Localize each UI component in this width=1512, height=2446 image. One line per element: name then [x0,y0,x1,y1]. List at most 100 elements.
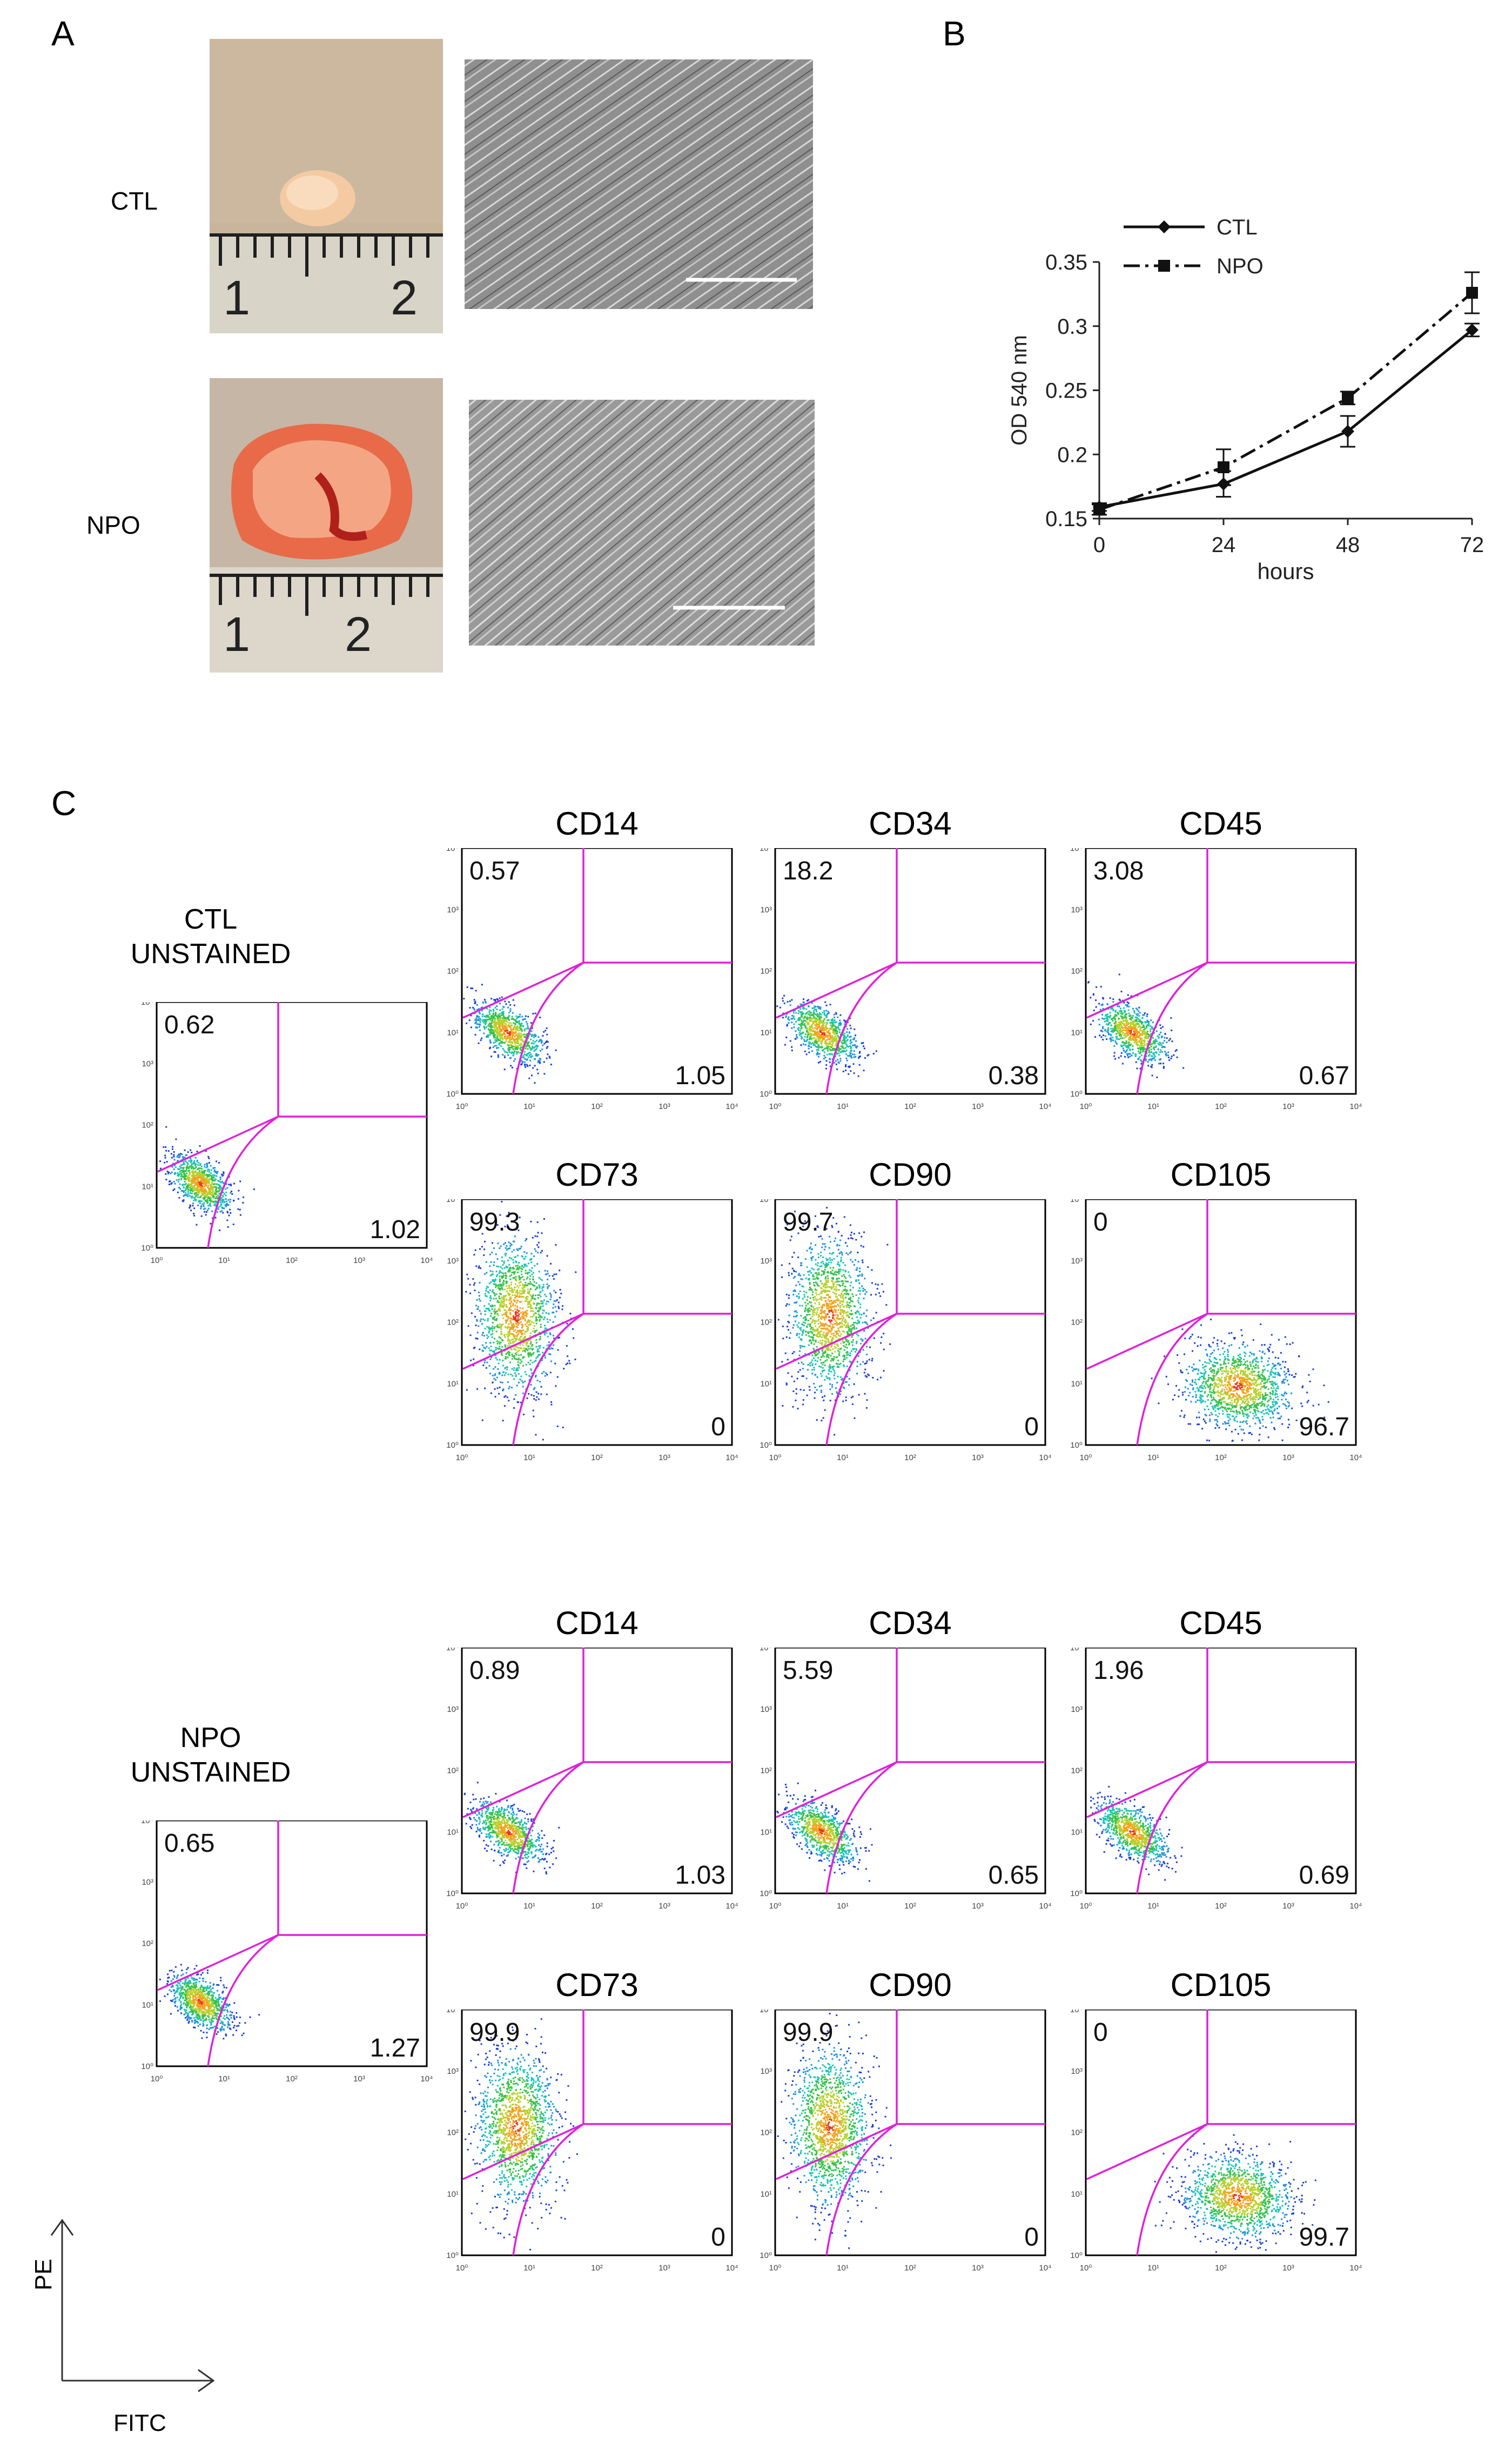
event-dot [817,1027,819,1029]
event-dot [1139,1041,1141,1044]
event-dot [508,1264,510,1266]
event-dot [173,1151,175,1153]
event-dot [513,1318,515,1320]
event-dot [216,1195,218,1198]
event-dot [804,1019,807,1022]
event-dot [504,1017,506,1019]
event-dot [478,1265,480,1267]
event-dot [516,1048,519,1050]
event-dot [516,1367,518,1369]
event-dot [792,1017,795,1019]
event-dot [539,1061,541,1063]
event-dot [1151,1043,1153,1045]
event-dot [505,1299,507,1301]
event-dot [199,1202,201,1204]
event-dot [189,1204,191,1206]
event-dot [497,1368,499,1370]
event-dot [843,1041,845,1043]
event-dot [845,1043,847,1045]
event-dot [558,1307,560,1309]
event-dot [1168,1059,1171,1061]
event-dot [505,1321,507,1323]
event-dot [512,1326,514,1328]
event-dot [539,1017,541,1019]
event-dot [504,1051,506,1053]
event-dot [516,1289,519,1292]
event-dot [508,1299,510,1301]
event-dot [200,1192,203,1194]
event-dot [509,1034,511,1036]
event-dot [1132,1026,1134,1029]
event-dot [1113,1045,1115,1047]
event-dot [526,1329,528,1332]
event-dot [514,1340,516,1342]
event-dot [1124,1026,1126,1028]
event-dot [800,1027,802,1030]
event-dot [186,1172,188,1174]
event-dot [523,1284,526,1286]
event-dot [483,1026,485,1028]
event-dot [524,1318,526,1320]
event-dot [500,1328,502,1330]
event-dot [493,1037,495,1039]
event-dot [514,1043,516,1045]
event-dot [512,1328,514,1330]
event-dot [498,1266,500,1268]
event-dot [535,1307,537,1309]
event-dot [545,1030,547,1032]
event-dot [220,1204,223,1206]
event-dot [525,1045,527,1047]
event-dot [474,1019,476,1021]
event-dot [525,1264,527,1266]
event-dot [530,1307,532,1309]
event-dot [492,1019,494,1021]
event-dot [501,1036,503,1038]
event-dot [489,1018,491,1020]
event-dot [1114,1025,1116,1027]
event-dot [187,1170,189,1172]
event-dot [518,1354,520,1356]
event-dot [795,1030,797,1032]
event-dot [230,1199,232,1201]
event-dot [1137,1044,1139,1046]
event-dot [539,1287,541,1289]
event-dot [493,1298,495,1300]
event-dot [533,1415,535,1417]
event-dot [1154,1051,1157,1053]
event-dot [1123,1041,1125,1044]
event-dot [544,1327,546,1329]
event-dot [1133,1036,1135,1038]
event-dot [207,1168,209,1171]
event-dot [483,1032,485,1034]
event-dot [223,1200,225,1202]
event-dot [476,1332,479,1334]
event-dot [210,1185,212,1187]
event-dot [508,1335,510,1337]
event-dot [823,1028,825,1030]
event-dot [212,1217,214,1219]
event-dot [1169,1038,1171,1040]
event-dot [514,1029,516,1031]
event-dot [502,1280,505,1282]
event-dot [520,1330,522,1333]
event-dot [503,1299,505,1301]
event-dot [507,1018,509,1020]
event-dot [514,1297,516,1299]
event-dot [559,1269,561,1272]
event-dot [805,1053,808,1056]
event-dot [821,1043,823,1045]
event-dot [500,1285,502,1287]
event-dot [520,1064,522,1066]
event-dot [530,1310,532,1312]
event-dot [218,1206,220,1208]
event-dot [476,1016,479,1018]
event-dot [1126,1030,1128,1032]
event-dot [535,1357,537,1359]
event-dot [506,1311,508,1313]
event-dot [822,1050,824,1052]
event-dot [807,1011,809,1013]
event-dot [506,1368,508,1370]
event-dot [542,1289,544,1292]
y-tick-label: 10¹ [760,1028,772,1037]
event-dot [527,1025,529,1027]
